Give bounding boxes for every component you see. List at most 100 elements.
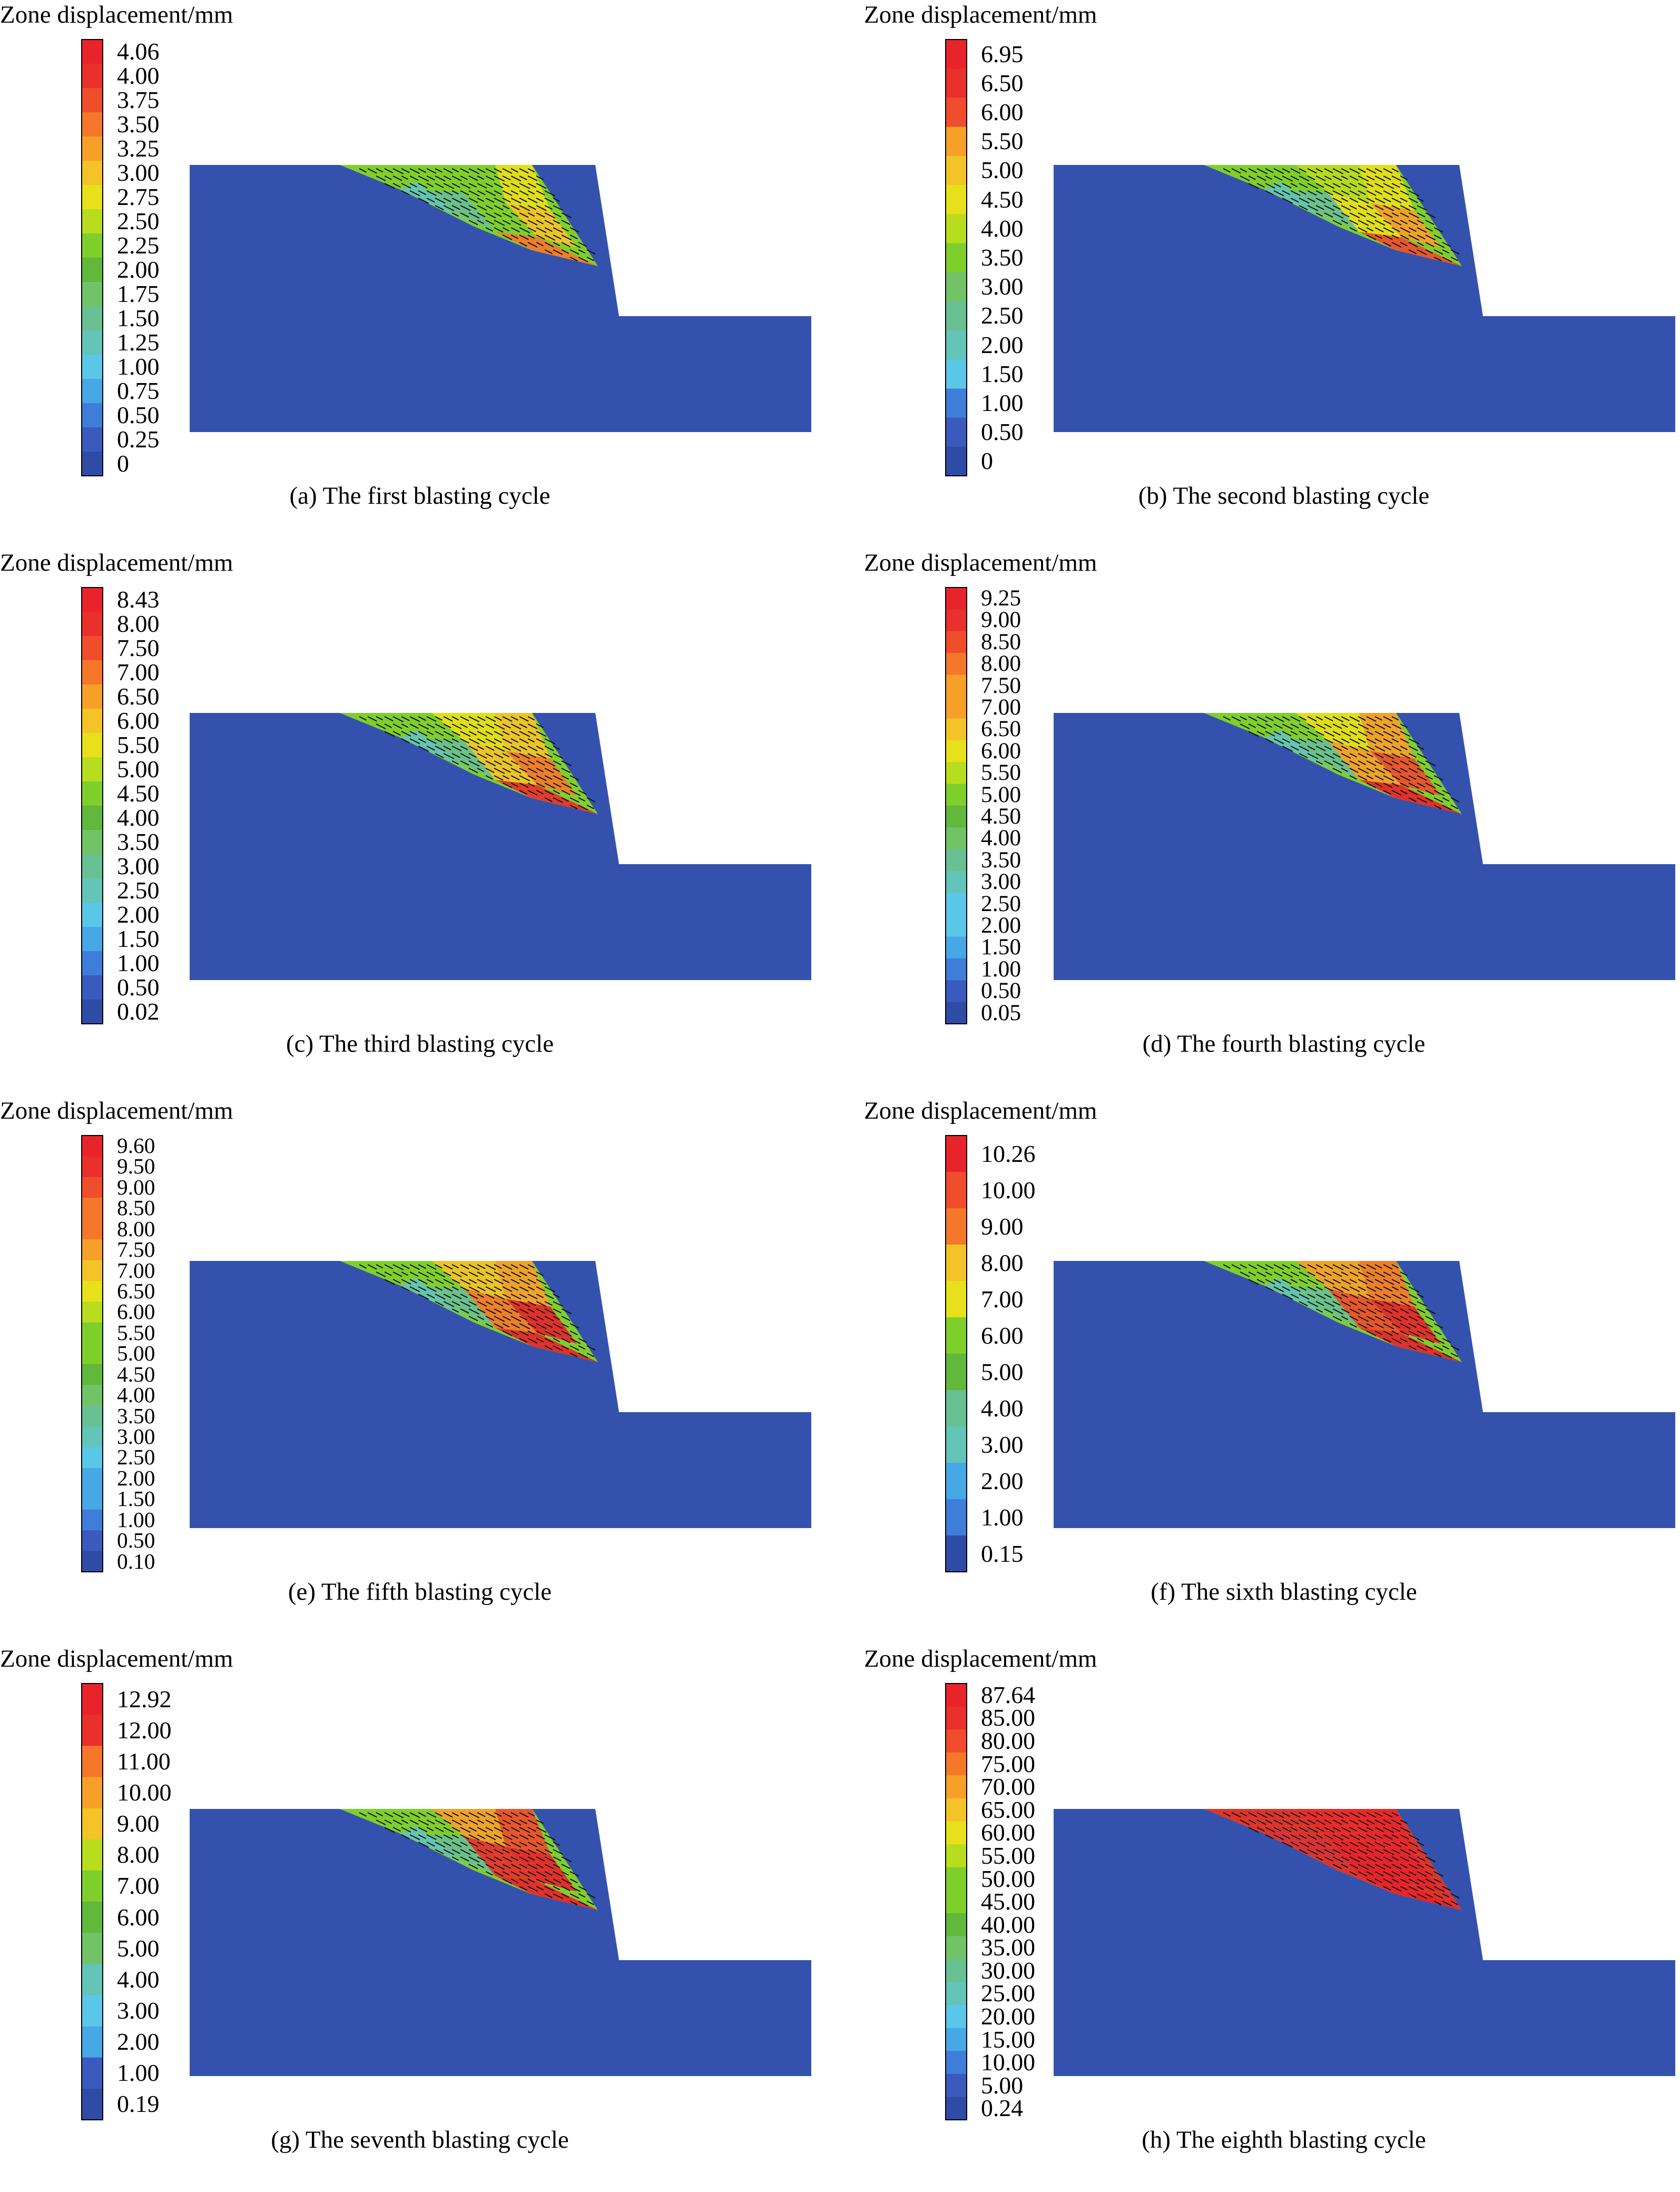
displacement-vector xyxy=(1349,1308,1360,1315)
displacement-vector xyxy=(510,716,518,721)
displacement-vector xyxy=(1231,1812,1241,1818)
displacement-vector xyxy=(451,1812,459,1817)
colorbar-frame xyxy=(81,39,103,476)
displacement-vector xyxy=(1400,768,1408,772)
displacement-vector xyxy=(536,175,544,180)
displacement-vector xyxy=(544,1338,554,1344)
displacement-vector xyxy=(1417,220,1424,224)
rock-mass xyxy=(190,1261,811,1528)
displacement-vector xyxy=(1299,175,1310,182)
displacement-vector xyxy=(1391,1301,1400,1306)
displacement-vector xyxy=(392,723,402,729)
displacement-vector xyxy=(1341,1316,1349,1320)
colorbar-segment xyxy=(82,709,103,733)
displacement-vector xyxy=(443,1294,451,1299)
displacement-vector xyxy=(1433,257,1442,262)
displacement-vector xyxy=(1307,183,1319,189)
displacement-vector xyxy=(1299,723,1310,730)
colorbar-tick-label: 6.95 xyxy=(981,40,1024,67)
displacement-vector xyxy=(527,1316,538,1322)
colorbar-tick-label: 1.00 xyxy=(117,950,160,976)
displacement-vector xyxy=(1307,1264,1317,1270)
displacement-vector xyxy=(519,716,529,722)
displacement-vector xyxy=(1341,168,1350,173)
displacement-vector xyxy=(1341,1849,1351,1855)
displacement-vector xyxy=(1349,1301,1357,1306)
panel-caption: (e) The fifth blasting cycle xyxy=(288,1578,552,1606)
colorbar-segment xyxy=(946,1982,967,2005)
displacement-vector xyxy=(1307,753,1319,759)
displacement-vector xyxy=(418,1271,429,1278)
colorbar-segment xyxy=(82,136,103,161)
colorbar-tick-label: 9.50 xyxy=(117,1154,155,1179)
displacement-vector xyxy=(1290,731,1298,736)
displacement-vector xyxy=(544,220,554,226)
displacement-vector xyxy=(468,768,478,774)
displacement-vector xyxy=(1299,1827,1308,1832)
displacement-vector xyxy=(1408,1893,1417,1899)
displacement-zone xyxy=(464,192,537,237)
colorbar-tick-label: 9.25 xyxy=(981,585,1021,611)
displacement-vector xyxy=(451,1279,460,1284)
displacement-vector xyxy=(1383,1286,1393,1292)
displacement-vector xyxy=(527,1886,538,1892)
colorbar-tick-label: 1.50 xyxy=(981,360,1024,387)
displacement-vector xyxy=(1282,175,1293,182)
colorbar-tick-label: 1.50 xyxy=(117,1486,155,1511)
displacement-vector xyxy=(435,1271,446,1278)
displacement-vector xyxy=(1400,1827,1411,1833)
displacement-vector xyxy=(1290,738,1301,744)
displacement-vector xyxy=(1374,1819,1386,1826)
colorbar-segment xyxy=(946,762,967,785)
colorbar-segment xyxy=(946,97,967,128)
displacement-vector xyxy=(510,1264,518,1269)
displacement-vector xyxy=(418,1827,428,1833)
displacement-vector xyxy=(569,775,579,781)
displacement-vector xyxy=(578,1353,588,1358)
displacement-vector xyxy=(477,220,485,224)
colorbar-tick-label: 0.50 xyxy=(981,978,1021,1004)
displacement-vector xyxy=(485,1812,496,1818)
displacement-vector xyxy=(435,1849,444,1854)
displacement-vector xyxy=(1324,205,1335,211)
displacement-vector xyxy=(1391,1819,1402,1825)
rock-mass xyxy=(1054,1809,1675,2076)
displacement-vector xyxy=(536,1878,545,1884)
displacement-vector xyxy=(1425,1893,1433,1898)
displacement-vector xyxy=(1374,1323,1384,1328)
colorbar-title: Zone displacement/mm xyxy=(0,549,233,576)
colorbar-segment xyxy=(946,697,967,719)
displacement-vector xyxy=(494,212,502,218)
displacement-vector xyxy=(426,175,435,181)
displacement-vector xyxy=(1307,716,1317,722)
displacement-vector xyxy=(1417,234,1426,240)
displacement-vector xyxy=(1383,1264,1393,1270)
displacement-vector xyxy=(1332,190,1344,197)
rock-mass xyxy=(190,1809,811,2076)
displacement-vector xyxy=(1299,1812,1306,1817)
colorbar-title: Zone displacement/mm xyxy=(0,1,233,28)
displacement-vector xyxy=(1315,1301,1324,1306)
displacement-vector xyxy=(1282,1286,1290,1291)
displacement-vector xyxy=(1265,738,1274,743)
displacement-vector xyxy=(536,1316,544,1320)
displacement-vector xyxy=(1265,1271,1273,1276)
displacement-vector xyxy=(1442,1338,1451,1343)
displacement-vector xyxy=(1383,212,1393,218)
displacement-zone xyxy=(1264,182,1338,227)
vector-field xyxy=(359,1812,596,1906)
displacement-vector xyxy=(418,1834,426,1839)
displacement-vector xyxy=(401,1271,409,1276)
displacement-vector xyxy=(536,1886,544,1891)
displacement-vector xyxy=(1332,1856,1344,1863)
colorbar-tick-label: 2.00 xyxy=(981,912,1021,938)
displacement-vector xyxy=(1366,1812,1377,1818)
displacement-vector xyxy=(527,738,535,743)
displacement-vector xyxy=(1391,753,1400,758)
displacement-vector xyxy=(494,716,502,721)
displacement-vector xyxy=(1383,1834,1393,1840)
displacement-vector xyxy=(536,1842,544,1846)
displacement-vector xyxy=(477,753,487,759)
displacement-vector xyxy=(468,1812,480,1818)
displacement-vector xyxy=(586,797,596,803)
